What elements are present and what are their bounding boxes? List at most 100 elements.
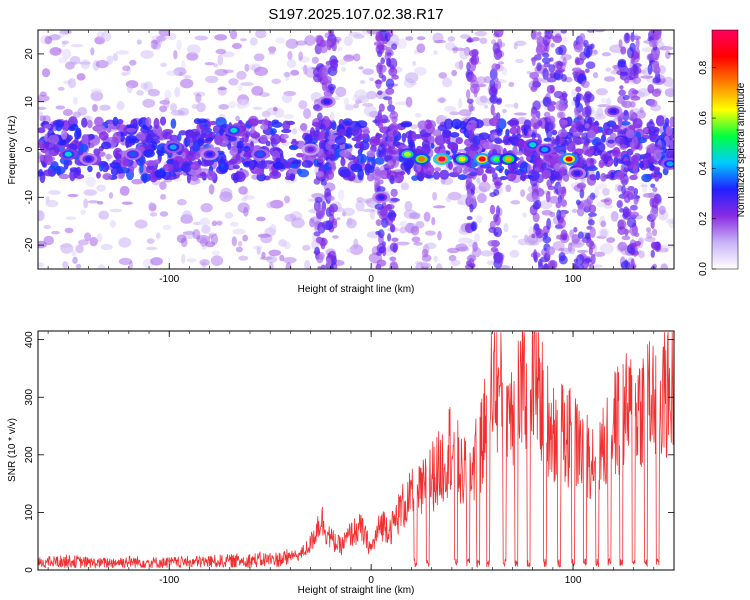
spectrogram-band-cell bbox=[235, 153, 241, 161]
spectrogram-speckle bbox=[298, 100, 308, 110]
spectrogram-streak-cell bbox=[494, 138, 503, 145]
spectrogram-band-cell bbox=[334, 135, 346, 145]
spectrogram-speckle bbox=[513, 112, 527, 116]
spectrogram-speckle bbox=[369, 77, 375, 82]
spectrogram-speckle bbox=[199, 217, 211, 227]
spectrogram-band-cell bbox=[94, 116, 104, 127]
spectrogram-streak-cell bbox=[468, 263, 476, 268]
spectrogram-streak-cell bbox=[548, 64, 556, 73]
spectrogram-streak-cell bbox=[493, 213, 499, 223]
spectrogram-band-cell bbox=[156, 126, 163, 136]
spectrogram-speckle bbox=[90, 91, 104, 102]
spectrogram-speckle bbox=[366, 90, 377, 100]
spectrogram-speckle bbox=[181, 210, 193, 221]
spectrogram-streak-cell bbox=[377, 50, 383, 58]
spectrogram-streak-cell bbox=[377, 144, 386, 155]
spectrogram-band-cell bbox=[59, 139, 67, 146]
spectrogram-streak-cell bbox=[386, 160, 394, 167]
spectrogram-band-cell bbox=[462, 168, 468, 175]
figure-title: S197.2025.107.02.38.R17 bbox=[268, 6, 443, 23]
spectrogram-speckle bbox=[254, 66, 269, 77]
spectrogram-speckle bbox=[353, 53, 361, 62]
spectrogram-speckle bbox=[108, 192, 114, 199]
spectrogram-streak-cell bbox=[576, 158, 585, 168]
spectrogram-band-cell bbox=[340, 157, 346, 167]
spectrogram-speckle bbox=[433, 40, 447, 44]
spectrogram-band-cell bbox=[449, 132, 460, 138]
spectrogram-speckle bbox=[455, 243, 468, 252]
spectrogram-streak-cell bbox=[586, 195, 593, 206]
spectrogram-streak-cell bbox=[389, 262, 399, 269]
spectrogram-speckle bbox=[346, 217, 353, 226]
spectrogram-speckle bbox=[597, 183, 608, 190]
spectrogram-speckle bbox=[600, 220, 607, 228]
spectrogram-streak-cell bbox=[576, 124, 586, 132]
spectrogram-streak-cell bbox=[542, 96, 552, 108]
spectrogram-streak-cell bbox=[385, 78, 395, 89]
spectrogram-streak-cell bbox=[652, 263, 658, 269]
spectrogram-streak-cell bbox=[376, 62, 383, 75]
spectrogram-streak-cell bbox=[576, 153, 583, 159]
spectrogram-peak-core bbox=[573, 170, 581, 176]
spectrogram-speckle bbox=[164, 89, 172, 100]
spectrogram-speckle bbox=[416, 36, 426, 41]
spectrogram-band-cell bbox=[135, 131, 146, 141]
spectrogram-streak-cell bbox=[544, 121, 554, 132]
spectrogram-peak-core bbox=[230, 127, 238, 133]
spectrogram-speckle bbox=[510, 200, 521, 205]
spectrogram-speckle bbox=[411, 212, 421, 220]
spectrogram-speckle bbox=[451, 69, 458, 77]
spectrogram-band-cell bbox=[260, 124, 269, 131]
spectrogram-speckle bbox=[509, 249, 520, 258]
snr-panel: -100 0 100 0 100 200 300 400 Height of straigh… bbox=[7, 330, 675, 596]
spectrogram-band-cell bbox=[481, 173, 488, 183]
spectrogram-streak-cell bbox=[389, 141, 394, 147]
spectrogram-band-cell bbox=[456, 162, 461, 173]
spectrogram-speckle bbox=[593, 30, 606, 33]
spectrogram-band-cell bbox=[400, 122, 413, 128]
spectrogram-band-cell bbox=[262, 160, 275, 165]
spectrogram-streak-cell bbox=[628, 88, 638, 99]
spectrogram-streak-cell bbox=[578, 148, 584, 153]
spectrogram-peak-core bbox=[307, 147, 315, 152]
spectrogram-streak-cell bbox=[629, 141, 635, 148]
spectrogram-streak-cell bbox=[635, 37, 640, 49]
spectrogram-speckle bbox=[44, 36, 53, 45]
spectrogram-band-cell bbox=[69, 123, 79, 131]
spectrogram-streak-cell bbox=[582, 164, 589, 170]
spectrogram-streak-cell bbox=[629, 109, 635, 120]
spectrogram-streak-cell bbox=[586, 130, 596, 141]
spectrogram-streak-cell bbox=[533, 122, 541, 130]
spectrogram-band-cell bbox=[598, 159, 605, 169]
spectrogram-streak-cell bbox=[622, 110, 630, 122]
spectrogram-streak-cell bbox=[325, 169, 335, 181]
spectrogram-band-cell bbox=[447, 160, 453, 170]
spectrogram-speckle bbox=[432, 191, 438, 201]
spectrogram-band-cell bbox=[58, 173, 70, 180]
spectrogram-band-cell bbox=[629, 174, 638, 181]
spectrogram-streak-cell bbox=[392, 129, 397, 138]
spectrogram-speckle bbox=[304, 260, 311, 269]
spectrogram-band-cell bbox=[159, 116, 167, 126]
colorbar-tick-label: 0.4 bbox=[698, 161, 709, 175]
spectrogram-band-cell bbox=[519, 174, 526, 181]
spectrogram-band-cell bbox=[431, 129, 442, 137]
snr-frame bbox=[37, 330, 675, 571]
spectrogram-streak-cell bbox=[619, 144, 628, 150]
spectrogram-band-cell bbox=[126, 124, 135, 129]
spectrogram-speckle bbox=[134, 219, 148, 229]
spectrogram-streak-cell bbox=[389, 217, 396, 222]
spectrogram-streak-cell bbox=[647, 99, 658, 108]
spectrogram-streak-cell bbox=[530, 85, 538, 92]
spectrogram-band-cell bbox=[301, 160, 313, 168]
spectrogram-speckle bbox=[505, 184, 512, 193]
spectrogram-streak-cell bbox=[493, 115, 499, 124]
spectrogram-streak-cell bbox=[620, 260, 631, 269]
spectrogram-band-cell bbox=[280, 134, 289, 139]
spectrogram-band-cell bbox=[433, 167, 442, 172]
spectrogram-band-cell bbox=[641, 173, 652, 183]
spectrogram-streak-cell bbox=[633, 197, 639, 205]
spectrogram-x-axis-label: Height of straight line (km) bbox=[298, 284, 415, 295]
spectrogram-streak-cell bbox=[653, 63, 660, 76]
spectrogram-speckle bbox=[275, 37, 286, 44]
